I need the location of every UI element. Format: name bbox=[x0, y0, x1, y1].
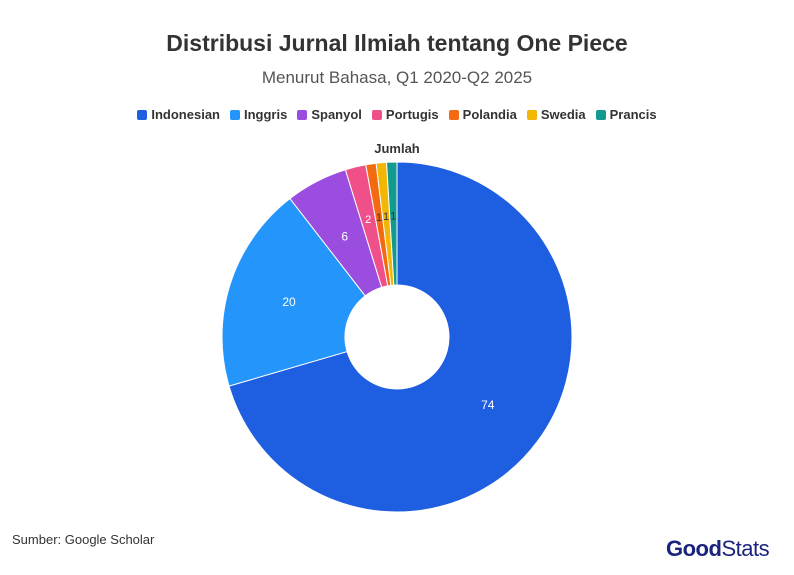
slice-value-label: 74 bbox=[481, 398, 495, 412]
legend-label: Inggris bbox=[244, 107, 288, 122]
legend-swatch bbox=[526, 109, 537, 120]
slice-value-label: 6 bbox=[341, 229, 348, 243]
legend: Indonesian Inggris Spanyol Portugis Pola… bbox=[0, 107, 794, 122]
slice-inggris[interactable] bbox=[221, 197, 366, 387]
legend-item-inggris[interactable]: Inggris bbox=[230, 107, 287, 122]
series-label: Jumlah bbox=[374, 141, 420, 156]
legend-swatch bbox=[297, 109, 308, 120]
brand-stats: Stats bbox=[721, 536, 770, 561]
slice-value-label: 20 bbox=[282, 295, 296, 309]
legend-swatch bbox=[137, 109, 148, 120]
slice-value-label: 1 bbox=[383, 211, 389, 223]
chart-subtitle: Menurut Bahasa, Q1 2020-Q2 2025 bbox=[261, 68, 533, 87]
legend-label: Swedia bbox=[540, 107, 586, 122]
slice-value-label: 1 bbox=[390, 211, 396, 223]
legend-label: Prancis bbox=[609, 107, 657, 122]
legend-label: Spanyol bbox=[311, 107, 362, 122]
chart-title: Distribusi Jurnal Ilmiah tentang One Pie… bbox=[166, 30, 628, 56]
legend-item-portugis[interactable]: Portugis bbox=[371, 107, 439, 122]
slice-value-label: 1 bbox=[376, 212, 382, 224]
legend-label: Polandia bbox=[462, 107, 517, 122]
brand-logo: GoodStats bbox=[666, 536, 770, 562]
legend-swatch bbox=[371, 109, 382, 120]
slice-prancis[interactable] bbox=[386, 161, 398, 286]
legend-label: Portugis bbox=[385, 107, 439, 122]
legend-label: Indonesian bbox=[151, 107, 220, 122]
legend-item-prancis[interactable]: Prancis bbox=[595, 107, 657, 122]
legend-swatch bbox=[448, 109, 459, 120]
legend-swatch bbox=[595, 109, 606, 120]
slice-indonesian[interactable] bbox=[228, 161, 573, 513]
legend-item-indonesian[interactable]: Indonesian bbox=[137, 107, 220, 122]
legend-item-polandia[interactable]: Polandia bbox=[448, 107, 517, 122]
legend-item-spanyol[interactable]: Spanyol bbox=[297, 107, 362, 122]
source-note: Sumber: Google Scholar bbox=[12, 532, 155, 547]
legend-item-swedia[interactable]: Swedia bbox=[526, 107, 586, 122]
legend-swatch bbox=[230, 109, 240, 120]
brand-good: Good bbox=[666, 536, 722, 561]
slice-value-label: 2 bbox=[365, 214, 371, 226]
